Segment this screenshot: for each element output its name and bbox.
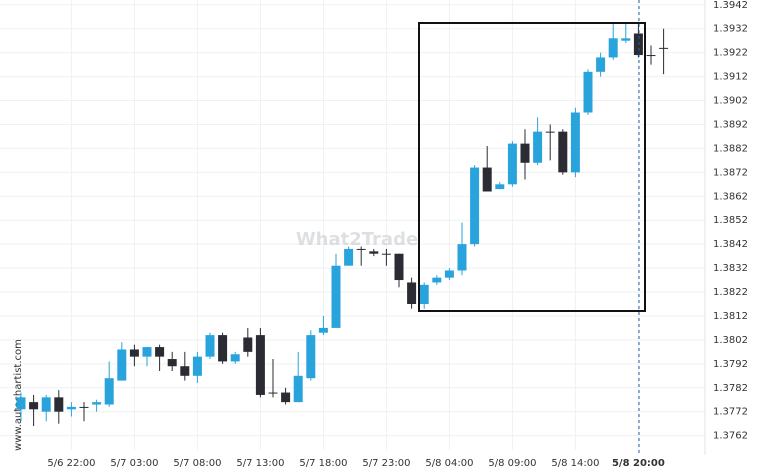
candle-body: [369, 251, 379, 254]
candle-body: [180, 366, 190, 376]
candle-body: [281, 392, 291, 403]
candle-body: [344, 248, 354, 266]
y-tick-label: 1.3872: [713, 167, 748, 178]
candle-body: [482, 167, 492, 192]
candle-body: [507, 143, 517, 185]
candle-body: [16, 397, 26, 410]
candle-body: [255, 335, 265, 395]
candle-body: [92, 402, 102, 405]
x-tick-label: 5/8 14:00: [551, 458, 599, 469]
candle-body: [381, 253, 391, 255]
candle-body: [407, 282, 417, 304]
y-tick-label: 1.3762: [713, 431, 748, 442]
y-tick-label: 1.3882: [713, 143, 748, 154]
candle-body: [558, 131, 568, 173]
candle-body: [142, 347, 152, 357]
candle-body: [243, 337, 253, 352]
candle-body: [205, 335, 215, 357]
x-tick-label: 5/6 22:00: [47, 458, 95, 469]
x-tick-label: 5/7 18:00: [299, 458, 347, 469]
candle-body: [570, 112, 580, 173]
candle-body: [41, 397, 51, 412]
candles: [16, 23, 669, 427]
y-tick-label: 1.3922: [713, 48, 748, 59]
candle-body: [432, 277, 442, 283]
x-tick-label: 5/8 04:00: [425, 458, 473, 469]
x-tick-label: 5/7 03:00: [110, 458, 158, 469]
x-tick-label: 5/8 20:00: [612, 458, 665, 469]
candle-body: [331, 265, 341, 328]
candle-body: [79, 406, 89, 408]
y-tick-label: 1.3942: [713, 0, 748, 11]
candle-body: [520, 143, 530, 163]
candle-body: [306, 335, 316, 379]
y-tick-label: 1.3802: [713, 335, 748, 346]
x-tick-label: 5/7 08:00: [173, 458, 221, 469]
candle-body: [470, 167, 480, 245]
y-tick-label: 1.3932: [713, 24, 748, 35]
x-tick-label: 5/7 13:00: [236, 458, 284, 469]
candle-body: [394, 253, 404, 281]
candle-body: [659, 47, 669, 49]
candle-body: [218, 335, 228, 362]
x-tick-label: 5/8 09:00: [488, 458, 536, 469]
y-tick-label: 1.3792: [713, 359, 748, 370]
candle-body: [596, 57, 606, 72]
candle-body: [457, 244, 467, 271]
candle-body: [583, 71, 593, 113]
candle-body: [230, 354, 240, 362]
candle-body: [192, 356, 202, 376]
y-tick-label: 1.3782: [713, 383, 748, 394]
y-tick-label: 1.3832: [713, 263, 748, 274]
y-tick-label: 1.3852: [713, 215, 748, 226]
candle-body: [268, 392, 278, 394]
candle-body: [104, 378, 114, 405]
candle-body: [608, 38, 618, 58]
candle-body: [318, 327, 328, 333]
candle-body: [356, 248, 366, 250]
y-tick-label: 1.3912: [713, 72, 748, 83]
candle-body: [66, 406, 76, 410]
candle-body: [545, 131, 555, 133]
candle-body: [419, 284, 429, 304]
candle-body: [155, 347, 165, 357]
y-tick-label: 1.3812: [713, 311, 748, 322]
candle-body: [444, 270, 454, 278]
candle-body: [621, 38, 631, 41]
candle-body: [646, 55, 656, 57]
y-tick-label: 1.3842: [713, 239, 748, 250]
y-tick-label: 1.3822: [713, 287, 748, 298]
x-tick-label: 5/7 23:00: [362, 458, 410, 469]
candle-body: [117, 349, 127, 381]
y-tick-label: 1.3902: [713, 96, 748, 107]
y-tick-label: 1.3772: [713, 407, 748, 418]
candle-body: [54, 397, 64, 412]
candle-body: [129, 349, 139, 357]
pattern-box: [418, 22, 646, 312]
candle-body: [293, 375, 303, 403]
y-tick-label: 1.3862: [713, 191, 748, 202]
y-tick-label: 1.3892: [713, 119, 748, 130]
candle-body: [29, 402, 39, 410]
candle-body: [167, 359, 177, 367]
candle-body: [633, 33, 643, 56]
candle-body: [533, 131, 543, 163]
source-label: www.autochartist.com: [13, 339, 24, 451]
candle-body: [495, 184, 505, 190]
watermark: What2Trade: [296, 229, 418, 250]
